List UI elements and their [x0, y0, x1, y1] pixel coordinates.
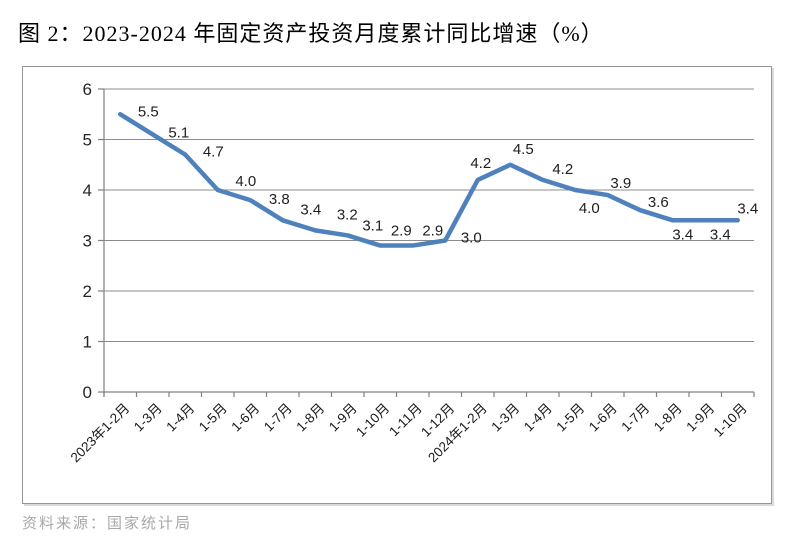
x-axis-label: 1-10月: [711, 401, 750, 440]
data-label: 2.9: [422, 223, 443, 240]
x-axis-label: 1-3月: [488, 401, 522, 435]
data-label: 2.9: [391, 223, 412, 240]
data-label: 3.4: [737, 200, 758, 217]
data-label: 4.0: [235, 173, 256, 190]
data-label: 3.1: [362, 217, 383, 234]
data-label: 4.2: [552, 161, 573, 178]
line-chart: 0 1 2 3 4 5 6 5.5 5.1 4.7 4.0 3.8 3.4 3.23.1 2.9 2.9 3.0…: [68, 80, 759, 466]
x-axis-label: 1-3月: [131, 401, 165, 435]
x-axis-label: 1-5月: [196, 401, 230, 435]
data-label: 5.1: [168, 124, 189, 141]
data-label: 3.4: [710, 226, 731, 243]
y-axis-label: 4: [83, 181, 92, 200]
x-axis-label: 1-4月: [521, 401, 555, 435]
data-label: 3.9: [610, 175, 631, 192]
data-label: 4.2: [470, 155, 491, 172]
x-axis-label: 2023年1-2月: [68, 401, 133, 466]
page-title: 图 2：2023-2024 年固定资产投资月度累计同比增速（%）: [18, 21, 604, 46]
y-axis-label: 0: [83, 383, 92, 402]
data-label: 3.0: [461, 230, 482, 247]
data-label: 3.4: [672, 226, 693, 243]
data-label: 3.4: [300, 201, 321, 218]
y-axis-label: 5: [83, 131, 92, 150]
source-note: 资料来源：国家统计局: [22, 516, 193, 532]
x-axis-label: 1-5月: [553, 401, 587, 435]
y-axis-label: 3: [83, 232, 92, 251]
x-axis-label: 1-6月: [228, 401, 262, 435]
x-axis-label: 1-6月: [586, 401, 620, 435]
x-axis-label: 1-7月: [261, 401, 295, 435]
x-axis-label: 1-11月: [386, 401, 425, 440]
data-label: 5.5: [138, 103, 159, 120]
x-axis-label: 1-8月: [651, 401, 685, 435]
data-label: 3.6: [648, 194, 669, 211]
y-axis-label: 1: [83, 333, 92, 352]
data-label: 3.8: [269, 191, 290, 208]
data-line: [118, 112, 740, 248]
y-axis-label: 2: [83, 282, 92, 301]
x-axis-label: 1-4月: [163, 401, 197, 435]
data-label: 4.0: [579, 200, 600, 217]
x-axis-label: 1-7月: [618, 401, 652, 435]
y-axis-label: 6: [83, 80, 92, 99]
x-axis-label: 1-10月: [353, 401, 392, 440]
data-label: 4.7: [203, 144, 224, 161]
chart-border-box: 0 1 2 3 4 5 6 5.5 5.1 4.7 4.0 3.8 3.4 3.2 3.1 2.9 2.9 3.0…: [22, 66, 772, 504]
data-label: 4.5: [513, 141, 534, 158]
x-axis-label: 1-8月: [293, 401, 327, 435]
data-label: 3.2: [337, 206, 358, 223]
